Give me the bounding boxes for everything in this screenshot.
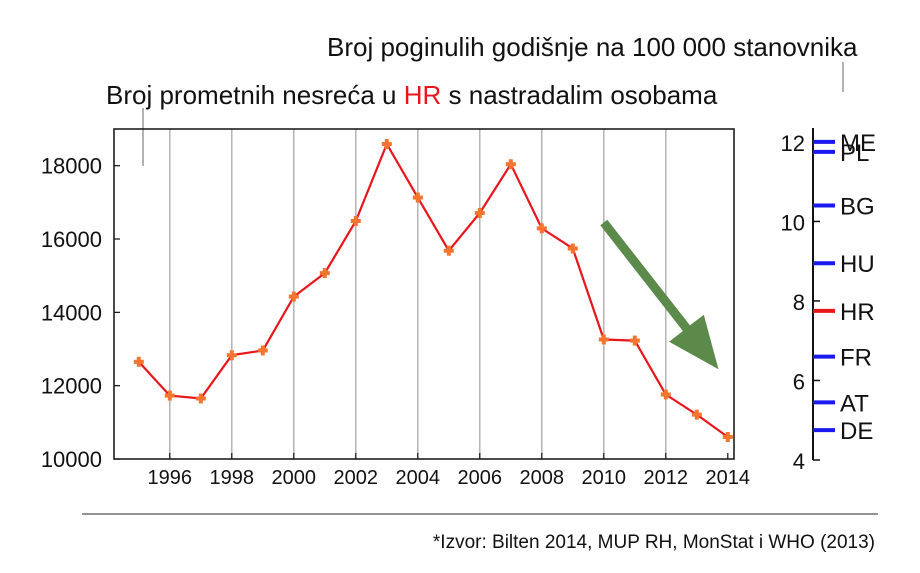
side-scale-title: Broj poginulih godišnje na 100 000 stano…	[327, 32, 858, 62]
data-point-2005	[443, 245, 454, 256]
y-tick-label-14000: 14000	[41, 300, 102, 325]
country-mark-bg: BG	[813, 194, 875, 221]
country-label-pl: PL	[840, 140, 869, 167]
data-point-1995	[133, 356, 144, 367]
main-gridlines	[169, 129, 667, 459]
country-mark-de: DE	[813, 418, 873, 445]
data-point-2013	[691, 409, 702, 420]
data-point-2000	[288, 291, 299, 302]
source-note: *Izvor: Bilten 2014, MUP RH, MonStat i W…	[433, 532, 875, 553]
x-tick-label-2000: 2000	[272, 467, 317, 489]
x-tick-label-2004: 2004	[396, 467, 441, 489]
main-title-highlight: HR	[404, 80, 442, 110]
x-tick-label-2008: 2008	[520, 467, 565, 489]
y-tick-label-18000: 18000	[41, 154, 102, 179]
country-label-fr: FR	[840, 345, 872, 372]
data-point-2003	[381, 139, 392, 150]
x-tick-label-2014: 2014	[706, 467, 751, 489]
country-label-me: ME	[840, 130, 876, 157]
data-point-2006	[474, 207, 485, 218]
side-tick-label-8: 8	[793, 290, 805, 315]
country-label-hr: HR	[840, 299, 875, 326]
main-title-part-1: Broj prometnih nesreća u	[106, 80, 404, 110]
series-line-accidents	[137, 141, 729, 438]
trend-down-arrow	[600, 219, 719, 370]
y-tick-label-10000: 10000	[41, 447, 102, 472]
data-point-2007	[505, 159, 516, 170]
data-point-1999	[257, 345, 268, 356]
data-point-2014	[722, 432, 733, 442]
main-chart-title: Broj prometnih nesreća u HR s nastradali…	[106, 80, 718, 110]
side-tick-label-10: 10	[781, 210, 805, 235]
x-tick-label-1996: 1996	[148, 467, 193, 489]
data-point-2001	[319, 268, 330, 279]
country-mark-me: ME	[813, 130, 876, 157]
data-point-1997	[195, 393, 206, 404]
data-point-1998	[226, 350, 237, 361]
data-point-2010	[598, 334, 609, 345]
data-point-2008	[536, 223, 547, 234]
x-tick-label-2002: 2002	[334, 467, 379, 489]
main-title-part-3: s nastradalim osobama	[441, 80, 718, 110]
country-mark-fr: FR	[813, 345, 872, 372]
data-point-2009	[567, 243, 578, 254]
data-point-2004	[412, 192, 423, 203]
data-point-2012	[660, 389, 671, 400]
x-tick-label-2006: 2006	[458, 467, 503, 489]
main-plot-frame	[113, 128, 735, 460]
side-scale-ticks: 4 6 8 10 12	[781, 131, 820, 474]
x-tick-label-1998: 1998	[210, 467, 255, 489]
country-label-at: AT	[840, 390, 869, 417]
x-tick-label-2012: 2012	[644, 467, 689, 489]
side-tick-label-4: 4	[793, 449, 805, 474]
series-markers	[133, 139, 733, 442]
country-mark-hu: HU	[813, 251, 875, 278]
y-tick-label-16000: 16000	[41, 227, 102, 252]
country-label-bg: BG	[840, 194, 875, 221]
country-mark-pl: PL	[813, 140, 869, 167]
side-tick-label-6: 6	[793, 369, 805, 394]
country-mark-at: AT	[813, 390, 869, 417]
data-point-2002	[350, 216, 361, 227]
x-axis-ticks: 1996 1998 2000 2002 2004 2006 2008 2010 2012 2014	[148, 453, 751, 489]
country-label-hu: HU	[840, 251, 875, 278]
data-point-2011	[629, 335, 640, 346]
y-axis-ticks: 10000 12000 14000 16000 18000	[41, 154, 120, 472]
country-mark-hr: HR	[813, 299, 875, 326]
data-point-1996	[164, 390, 175, 401]
y-tick-label-12000: 12000	[41, 374, 102, 399]
side-tick-label-12: 12	[781, 131, 805, 156]
country-label-de: DE	[840, 418, 873, 445]
x-tick-label-2010: 2010	[582, 467, 627, 489]
